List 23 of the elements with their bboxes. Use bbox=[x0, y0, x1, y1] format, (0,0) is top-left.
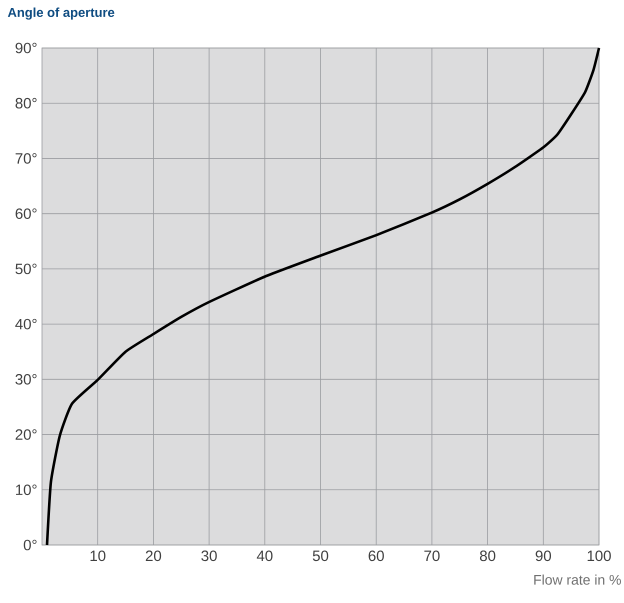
y-tick-label: 50° bbox=[15, 264, 37, 274]
chart-title: Angle of aperture bbox=[8, 8, 114, 20]
x-tick-label: 100 bbox=[588, 550, 611, 562]
y-tick-label: 20° bbox=[16, 429, 37, 440]
y-tick-label: 70° bbox=[16, 153, 37, 164]
x-tick-label: 50 bbox=[312, 550, 328, 562]
x-tick-label: 90 bbox=[536, 550, 552, 562]
x-tick-label: 40 bbox=[256, 550, 273, 562]
x-tick-label: 30 bbox=[201, 550, 217, 562]
y-tick-label: 30° bbox=[15, 374, 37, 385]
y-tick-label: 10° bbox=[16, 484, 37, 496]
line-series bbox=[46, 46, 600, 546]
x-tick-label: 10 bbox=[90, 550, 106, 562]
y-tick-label: 40° bbox=[15, 318, 37, 330]
y-tick-label: 80° bbox=[16, 98, 37, 109]
x-axis-title: Flow rate in % bbox=[534, 574, 621, 585]
x-tick-label: 70 bbox=[424, 550, 440, 562]
y-tick-label: 0° bbox=[24, 540, 37, 550]
x-tick-label: 80 bbox=[480, 550, 496, 562]
y-tick-label: 60° bbox=[16, 208, 37, 219]
x-tick-label: 20 bbox=[146, 550, 162, 562]
y-tick-label: 90° bbox=[16, 42, 37, 54]
x-tick-label: 60 bbox=[368, 550, 384, 562]
